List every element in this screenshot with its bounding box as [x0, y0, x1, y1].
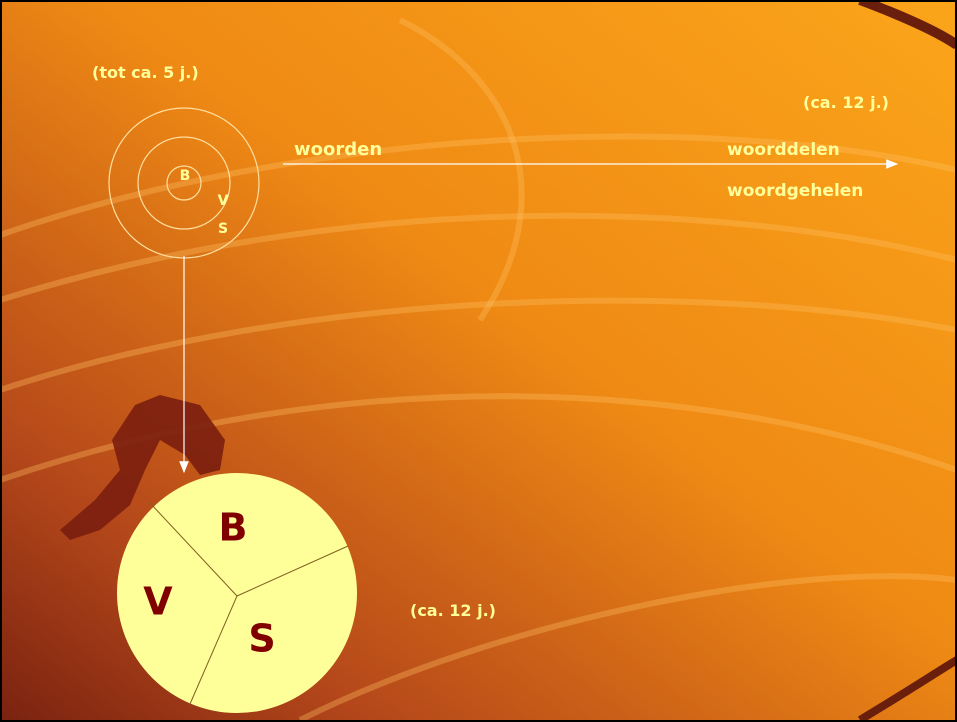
- age-label: (ca. 12 j.): [803, 93, 889, 112]
- pie-label: V: [143, 580, 173, 624]
- circle-label: V: [218, 193, 229, 209]
- arrow-label: woordgehelen: [727, 181, 863, 201]
- arrow-label: woorddelen: [727, 140, 840, 160]
- pie-label: B: [219, 506, 248, 550]
- page: {"top_left": {"age": "(tot ca. 5 j.)", "…: [0, 0, 957, 722]
- circle-label: B: [180, 168, 191, 184]
- pie-label: S: [248, 617, 275, 661]
- age-label: (ca. 12 j.): [410, 601, 496, 620]
- circle-label: S: [218, 221, 228, 237]
- slide: (tot ca. 5 j.) B V S woorden (ca. 12 j.)…: [0, 0, 957, 722]
- age-label: (tot ca. 5 j.): [92, 63, 199, 82]
- arrow-label: woorden: [294, 139, 382, 160]
